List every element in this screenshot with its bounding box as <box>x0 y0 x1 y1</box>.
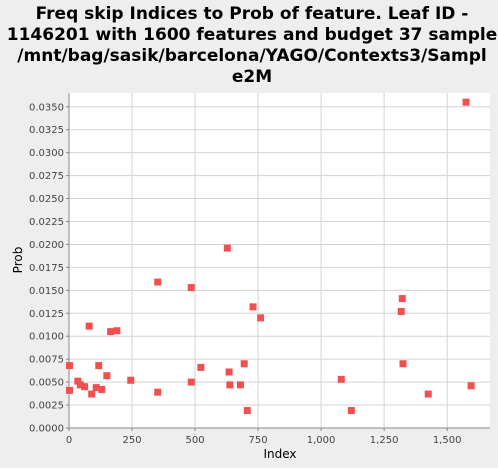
data-point <box>154 388 162 396</box>
data-point <box>95 362 103 370</box>
x-tick-label: 0 <box>66 435 72 446</box>
y-tick-label: 0.0000 <box>29 424 64 435</box>
chart-title: Freq skip Indices to Prob of feature. Le… <box>7 4 497 87</box>
plot-area <box>69 93 490 428</box>
data-point <box>240 360 248 368</box>
x-tick-label: 250 <box>122 435 141 446</box>
data-point <box>66 386 74 394</box>
data-point <box>127 376 135 384</box>
data-point <box>85 322 93 330</box>
y-axis-ticks: 0.0000 0.0025 0.0050 0.0075 0.0100 0.0125 0.01… <box>29 102 69 435</box>
data-point <box>107 328 115 336</box>
data-point <box>197 363 205 371</box>
y-tick-label: 0.0100 <box>29 332 64 343</box>
y-tick-label: 0.0025 <box>29 401 64 412</box>
data-point <box>223 244 231 252</box>
title-line: Freq skip Indices to Prob of feature. Le… <box>36 4 469 24</box>
x-tick-label: 500 <box>186 435 205 446</box>
x-tick-label: 1,250 <box>370 435 399 446</box>
data-point <box>76 381 84 389</box>
x-tick-label: 1,500 <box>433 435 462 446</box>
data-point <box>187 284 195 292</box>
title-line: e2M <box>232 67 272 87</box>
data-point <box>399 360 407 368</box>
data-point <box>249 303 257 311</box>
data-point <box>226 381 234 389</box>
title-line: 1146201 with 1600 features and budget 37… <box>7 25 497 45</box>
x-tick-label: 1,000 <box>307 435 336 446</box>
data-point <box>98 385 106 393</box>
y-tick-label: 0.0050 <box>29 378 64 389</box>
data-point <box>236 381 244 389</box>
data-point <box>154 278 162 286</box>
data-point <box>257 314 265 322</box>
data-point <box>187 378 195 386</box>
y-tick-label: 0.0175 <box>29 263 64 274</box>
data-point <box>398 295 406 303</box>
y-tick-label: 0.0150 <box>29 286 64 297</box>
y-tick-label: 0.0325 <box>29 125 64 136</box>
data-point <box>243 407 251 415</box>
data-point <box>424 390 432 398</box>
data-point <box>462 98 470 106</box>
y-tick-label: 0.0200 <box>29 240 64 251</box>
y-tick-label: 0.0350 <box>29 102 64 113</box>
axes <box>68 93 490 429</box>
y-tick-label: 0.0300 <box>29 148 64 159</box>
x-axis-label: Index <box>263 447 296 461</box>
data-point <box>113 327 121 335</box>
data-point <box>92 384 100 392</box>
y-tick-label: 0.0250 <box>29 194 64 205</box>
y-tick-label: 0.0275 <box>29 171 64 182</box>
data-point <box>397 307 405 315</box>
data-point <box>88 390 96 398</box>
y-axis-label: Prob <box>11 247 25 274</box>
title-line: /mnt/bag/sasik/barcelona/YAGO/Contexts3/… <box>17 46 486 66</box>
data-point <box>74 377 82 385</box>
x-tick-label: 750 <box>249 435 268 446</box>
data-point <box>66 362 74 370</box>
data-point <box>225 368 233 376</box>
data-point <box>103 372 111 380</box>
data-point <box>467 382 475 390</box>
y-tick-label: 0.0125 <box>29 309 64 320</box>
data-point <box>337 375 345 383</box>
data-point <box>81 383 89 391</box>
y-tick-label: 0.0075 <box>29 355 64 366</box>
x-axis-ticks: 0 250 500 750 1,000 1,250 1,500 <box>66 428 462 446</box>
data-point <box>347 407 355 415</box>
data-points <box>66 98 475 415</box>
y-tick-label: 0.0225 <box>29 217 64 228</box>
